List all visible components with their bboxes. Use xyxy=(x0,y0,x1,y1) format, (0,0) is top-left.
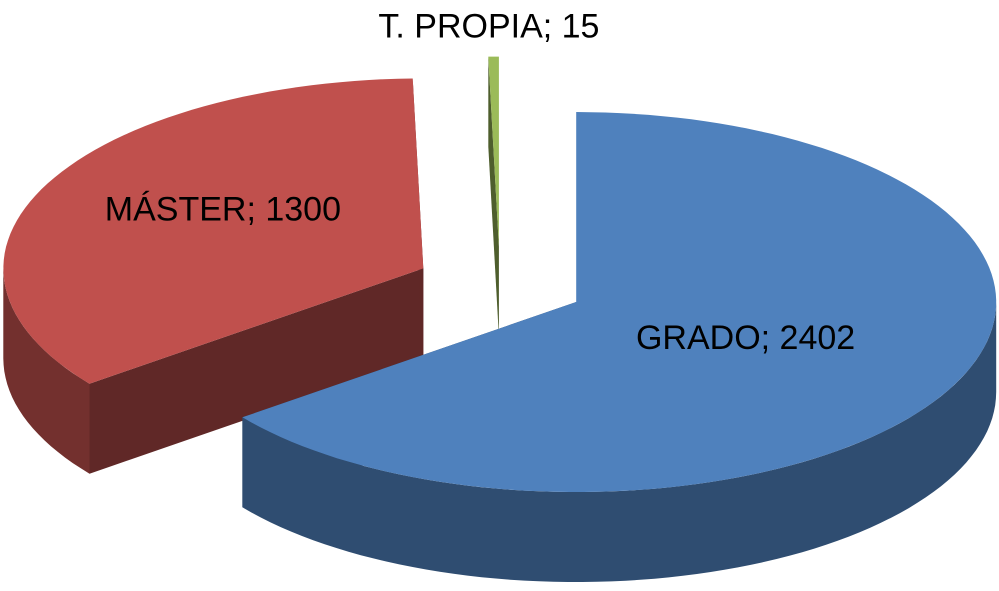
slice-side xyxy=(89,268,424,474)
data-label: T. PROPIA; 15 xyxy=(378,8,599,46)
slice xyxy=(3,78,424,474)
slice xyxy=(242,112,997,492)
slice xyxy=(488,56,499,337)
slice-side xyxy=(242,302,997,582)
data-label: MÁSTER; 1300 xyxy=(105,190,341,228)
slice-side xyxy=(3,268,90,474)
data-label: GRADO; 2402 xyxy=(636,319,855,357)
slice xyxy=(3,78,424,384)
slice xyxy=(488,56,499,247)
slice-side xyxy=(488,56,499,337)
slice xyxy=(242,112,997,582)
